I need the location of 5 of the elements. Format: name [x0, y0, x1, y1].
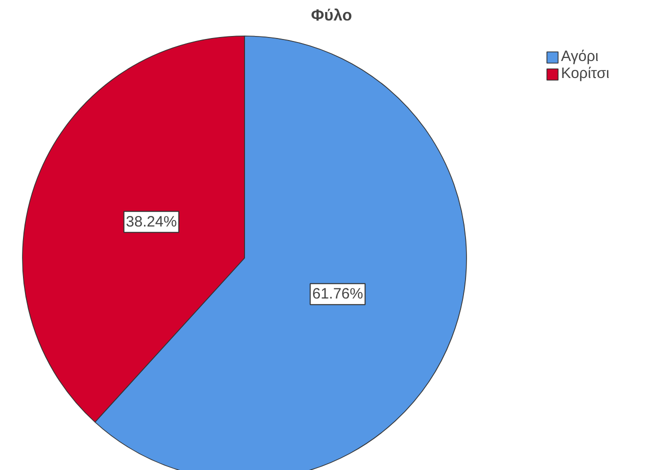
legend-label: Κορίτσι — [561, 65, 610, 82]
chart-title: Φύλο — [311, 8, 352, 24]
data-label: 38.24% — [126, 213, 177, 230]
legend-label: Αγόρι — [561, 48, 598, 65]
data-label: 61.76% — [312, 286, 364, 303]
